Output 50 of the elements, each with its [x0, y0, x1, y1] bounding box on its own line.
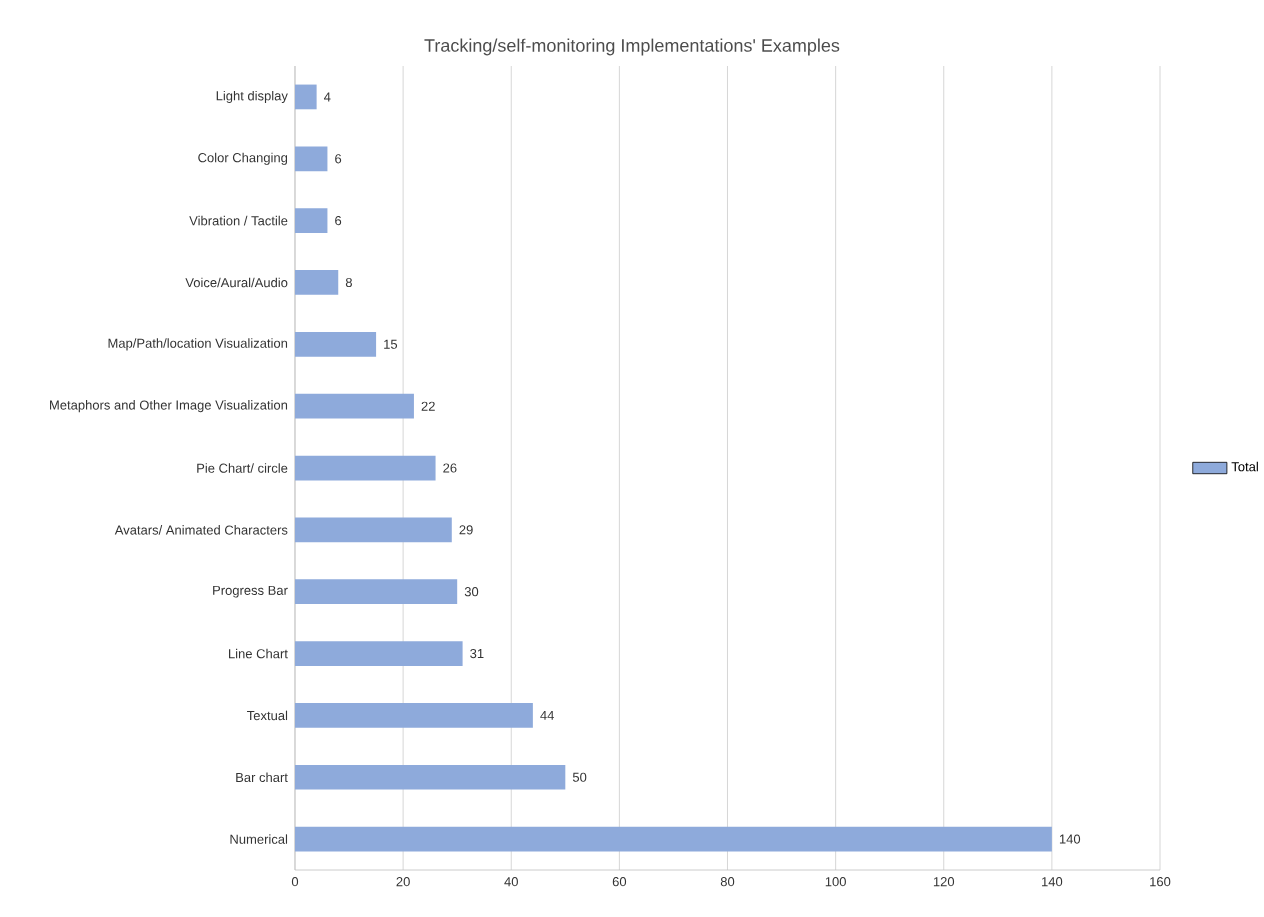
bar: [294, 270, 339, 295]
data-label: 6: [335, 216, 342, 226]
x-tick-label: 0: [291, 877, 299, 887]
y-tick-label: Numerical: [230, 834, 288, 844]
bar: [294, 208, 328, 233]
y-tick-label: Map/Path/location Visualization: [108, 338, 288, 351]
x-tick-label: 20: [396, 877, 410, 887]
legend-label: Total: [1231, 461, 1258, 472]
data-label: 50: [572, 772, 587, 782]
x-tick-label: 160: [1150, 877, 1171, 887]
data-label: 15: [384, 339, 398, 349]
data-label: 140: [1059, 834, 1081, 844]
data-label: 22: [421, 401, 435, 411]
y-tick-label: Textual: [247, 710, 288, 721]
x-tick-label: 80: [720, 877, 735, 887]
bar: [294, 641, 463, 666]
x-tick-label: 40: [504, 877, 518, 887]
y-tick-label: Vibration / Tactile: [189, 215, 288, 226]
data-label: 8: [345, 277, 352, 288]
y-tick-label: Pie Chart/ circle: [197, 463, 288, 473]
data-label: 4: [324, 92, 331, 102]
x-tick-label: 100: [825, 877, 846, 887]
data-label: 31: [470, 648, 484, 659]
data-label: 26: [443, 463, 457, 473]
bar: [294, 579, 458, 605]
bar: [294, 393, 414, 419]
bar: [294, 331, 377, 357]
bar: [294, 764, 566, 790]
bar: [294, 84, 317, 110]
bar: [294, 517, 452, 543]
y-tick-label: Avatars/ Animated Characters: [114, 525, 288, 535]
bar: [294, 703, 533, 728]
bar: [294, 146, 328, 172]
bar: [294, 455, 436, 481]
y-tick-label: Voice/Aural/Audio: [185, 277, 288, 288]
data-label: 44: [540, 710, 554, 720]
x-tick-label: 140: [1042, 877, 1063, 887]
x-tick-label: 60: [612, 877, 627, 887]
x-tick-label: 120: [933, 877, 955, 887]
data-label: 29: [459, 525, 473, 535]
y-tick-label: Light display: [216, 90, 288, 103]
y-tick-label: Bar chart: [236, 772, 288, 783]
data-label: 6: [335, 154, 342, 164]
chart-title: Tracking/self-monitoring Implementations' Examples: [424, 38, 840, 56]
y-tick-label: Progress Bar: [213, 585, 288, 598]
bar: [294, 826, 1052, 852]
data-label: 30: [464, 587, 479, 597]
y-tick-label: Metaphors and Other Image Visualization: [50, 400, 288, 413]
y-tick-label: Color Changing: [198, 152, 288, 165]
y-tick-label: Line Chart: [229, 648, 288, 659]
